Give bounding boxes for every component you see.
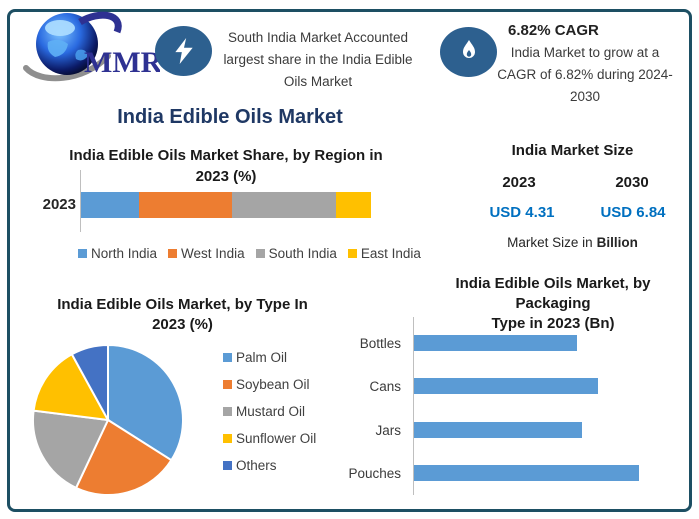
- legend-label-mustard-oil: Mustard Oil: [236, 404, 306, 419]
- market-size-title: India Market Size: [511, 142, 634, 159]
- legend-swatch-east-india: [347, 249, 357, 258]
- legend-swatch-sunflower-oil: [223, 434, 232, 443]
- legend-label-south-india: South India: [268, 246, 337, 261]
- legend-label-soybean-oil: Soybean Oil: [236, 377, 310, 392]
- globe-logo-graphic: MMR: [23, 11, 163, 82]
- region-segment-south-india: [231, 192, 337, 218]
- market-size-footnote-prefix: Market Size in: [507, 235, 593, 250]
- market-size-value-start: USD 4.31: [489, 204, 555, 221]
- legend-item-soybean-oil: Soybean Oil: [223, 377, 333, 392]
- legend-label-west-india: West India: [181, 246, 245, 261]
- pie-slice-sunflower-oil: [32, 352, 110, 422]
- pie-chart: [32, 343, 184, 496]
- pie-chart-title-line1: India Edible Oils Market, by Type In: [57, 296, 308, 313]
- legend-label-east-india: East India: [360, 246, 421, 261]
- flame-badge: [440, 27, 497, 77]
- pie-chart-legend: Palm Oil Soybean Oil Mustard Oil Sunflower …: [223, 350, 333, 485]
- market-size-value-end: USD 6.84: [600, 204, 666, 221]
- packaging-category-bottles: Bottles: [359, 336, 401, 351]
- legend-item-south-india: South India: [255, 246, 337, 261]
- lightning-badge: [155, 26, 212, 76]
- legend-label-sunflower-oil: Sunflower Oil: [236, 431, 317, 446]
- legend-swatch-west-india: [168, 249, 178, 258]
- logo-text: MMR: [84, 46, 160, 79]
- callout-south-india-text: South India Market Accounted largest sha…: [223, 30, 413, 89]
- legend-item-sunflower-oil: Sunflower Oil: [223, 431, 333, 446]
- legend-label-others: Others: [236, 458, 277, 473]
- packaging-chart-title: India Edible Oils Market, by Packaging T…: [420, 274, 686, 334]
- logo-swoosh-blue: [78, 11, 122, 34]
- outer-frame: [7, 9, 692, 512]
- legend-item-north-india: North India: [78, 246, 157, 261]
- region-chart-title-line1: India Edible Oils Market Share, by Regio…: [69, 147, 383, 164]
- region-segment-west-india: [139, 192, 232, 218]
- legend-item-others: Others: [223, 458, 333, 473]
- pie-chart-title: India Edible Oils Market, by Type In 202…: [40, 295, 325, 335]
- cagr-text: India Market to grow at a CAGR of 6.82% …: [497, 45, 673, 104]
- flame-icon: [462, 40, 475, 58]
- packaging-category-jars: Jars: [375, 423, 401, 438]
- packaging-chart-title-line2: Type in 2023 (Bn): [491, 315, 615, 332]
- market-size-year-end: 2030: [615, 174, 649, 191]
- pie-slice-others: [70, 343, 109, 421]
- legend-swatch-north-india: [78, 249, 87, 258]
- market-size-footnote: Market Size in Billion: [460, 235, 685, 250]
- packaging-bar-cans: [414, 378, 598, 394]
- market-size-year-start: 2023: [502, 174, 536, 191]
- legend-swatch-palm-oil: [223, 353, 232, 362]
- pie-slice-mustard-oil: [32, 409, 110, 490]
- legend-item-palm-oil: Palm Oil: [223, 350, 333, 365]
- region-segment-east-india: [336, 192, 371, 218]
- region-stacked-bar: [81, 192, 371, 218]
- region-chart-axis: [80, 170, 81, 232]
- region-segment-north-india: [81, 192, 139, 218]
- legend-label-north-india: North India: [91, 246, 158, 261]
- region-chart-legend: North India West India South India East Ind…: [78, 246, 421, 261]
- legend-swatch-south-india: [255, 249, 265, 258]
- mmr-logo: MMR: [20, 8, 163, 94]
- page-title: India Edible Oils Market: [117, 106, 343, 128]
- region-chart-title-line2: 2023 (%): [195, 168, 257, 185]
- packaging-chart-axis: [413, 317, 414, 495]
- lightning-icon: [174, 38, 193, 64]
- market-size-footnote-unit: Billion: [596, 235, 638, 250]
- packaging-bar-jars: [414, 422, 582, 438]
- region-chart-ytick: 2023: [42, 196, 76, 213]
- logo-swoosh-gray: [23, 53, 111, 82]
- packaging-category-cans: Cans: [369, 379, 401, 394]
- legend-item-west-india: West India: [168, 246, 245, 261]
- packaging-bar-pouches: [414, 465, 639, 481]
- legend-swatch-mustard-oil: [223, 407, 232, 416]
- legend-swatch-others: [223, 461, 232, 470]
- legend-swatch-soybean-oil: [223, 380, 232, 389]
- packaging-category-pouches: Pouches: [348, 466, 401, 481]
- pie-chart-title-line2: 2023 (%): [152, 316, 213, 333]
- packaging-bar-bottles: [414, 335, 577, 351]
- legend-item-east-india: East India: [347, 246, 421, 261]
- region-chart-title: India Edible Oils Market Share, by Regio…: [56, 145, 396, 187]
- cagr-heading: 6.82% CAGR: [508, 22, 599, 39]
- packaging-chart-title-line1: India Edible Oils Market, by Packaging: [455, 275, 651, 312]
- legend-label-palm-oil: Palm Oil: [236, 350, 288, 365]
- legend-item-mustard-oil: Mustard Oil: [223, 404, 333, 419]
